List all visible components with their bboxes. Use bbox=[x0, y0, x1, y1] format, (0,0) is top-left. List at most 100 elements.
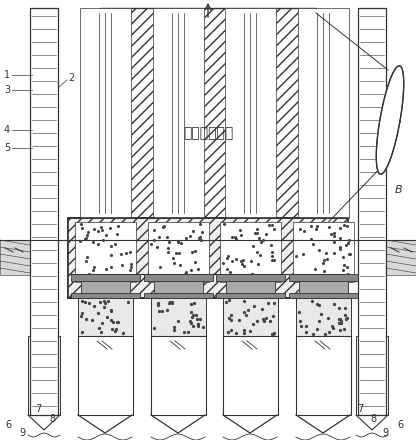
Point bbox=[271, 330, 277, 337]
Point bbox=[182, 235, 189, 242]
Point bbox=[196, 234, 202, 241]
Point bbox=[171, 326, 178, 334]
Bar bbox=[78, 336, 133, 415]
Bar bbox=[0, 240, 30, 275]
Point bbox=[226, 297, 233, 304]
Point bbox=[79, 225, 86, 232]
Point bbox=[182, 269, 189, 276]
Text: 4: 4 bbox=[4, 125, 10, 135]
Point bbox=[193, 316, 200, 323]
Point bbox=[346, 237, 352, 244]
Bar bbox=[289, 293, 358, 298]
Point bbox=[199, 323, 206, 330]
Point bbox=[268, 241, 275, 248]
Point bbox=[344, 270, 351, 277]
Point bbox=[248, 257, 254, 264]
Point bbox=[190, 322, 197, 329]
Point bbox=[265, 221, 272, 228]
Point bbox=[159, 224, 166, 231]
Point bbox=[340, 222, 347, 229]
Point bbox=[192, 258, 198, 265]
Point bbox=[229, 258, 236, 265]
Point bbox=[255, 234, 262, 241]
Point bbox=[269, 222, 275, 229]
Bar bbox=[358, 8, 386, 415]
Point bbox=[312, 226, 319, 233]
Point bbox=[150, 227, 157, 234]
Bar bbox=[148, 222, 209, 282]
Bar bbox=[296, 336, 351, 415]
Point bbox=[197, 234, 203, 241]
Point bbox=[187, 308, 194, 315]
Point bbox=[98, 223, 104, 230]
Point bbox=[79, 329, 86, 336]
Point bbox=[331, 233, 337, 240]
Point bbox=[240, 327, 247, 334]
Point bbox=[182, 276, 189, 283]
Point bbox=[169, 299, 176, 306]
Bar bbox=[68, 218, 348, 298]
Point bbox=[191, 300, 198, 307]
Point bbox=[260, 318, 267, 325]
Point bbox=[82, 236, 88, 243]
Point bbox=[343, 275, 349, 282]
Point bbox=[228, 312, 234, 319]
Point bbox=[79, 297, 86, 304]
Point bbox=[107, 251, 114, 258]
Point bbox=[315, 301, 322, 308]
Point bbox=[82, 235, 89, 242]
Point bbox=[84, 272, 91, 279]
Point bbox=[331, 249, 337, 257]
Point bbox=[345, 239, 352, 246]
Text: 8: 8 bbox=[370, 414, 376, 424]
Point bbox=[331, 301, 338, 308]
Point bbox=[336, 235, 343, 242]
Point bbox=[107, 225, 114, 232]
Point bbox=[320, 260, 327, 267]
Point bbox=[338, 318, 344, 325]
Point bbox=[170, 255, 176, 262]
Point bbox=[104, 314, 111, 321]
Bar bbox=[30, 8, 58, 415]
Point bbox=[98, 328, 104, 335]
Point bbox=[338, 319, 344, 326]
Point bbox=[312, 265, 319, 272]
Point bbox=[333, 275, 340, 282]
Point bbox=[227, 316, 234, 323]
Point bbox=[344, 314, 351, 321]
Point bbox=[245, 306, 252, 313]
Point bbox=[302, 323, 309, 330]
Bar bbox=[293, 222, 354, 282]
Point bbox=[165, 238, 172, 246]
Point bbox=[127, 248, 134, 255]
Point bbox=[157, 263, 164, 270]
Point bbox=[343, 242, 349, 249]
Point bbox=[186, 318, 193, 325]
Point bbox=[187, 319, 194, 326]
Point bbox=[156, 234, 162, 241]
Point bbox=[254, 230, 261, 237]
Point bbox=[178, 239, 185, 246]
Point bbox=[187, 301, 194, 308]
Point bbox=[240, 298, 247, 305]
Point bbox=[232, 256, 239, 263]
Text: 预制承台墓身: 预制承台墓身 bbox=[183, 126, 233, 140]
Bar bbox=[298, 8, 349, 218]
Point bbox=[181, 271, 188, 278]
Point bbox=[259, 306, 266, 313]
Text: 6: 6 bbox=[397, 420, 403, 430]
Point bbox=[122, 249, 129, 257]
Point bbox=[181, 329, 188, 336]
Point bbox=[222, 298, 229, 305]
Bar bbox=[80, 8, 131, 218]
Point bbox=[107, 307, 114, 314]
Point bbox=[308, 236, 315, 243]
Point bbox=[308, 297, 315, 304]
Point bbox=[76, 276, 83, 283]
Point bbox=[154, 299, 161, 306]
Point bbox=[85, 300, 92, 307]
Point bbox=[296, 308, 303, 315]
Point bbox=[166, 299, 172, 306]
Point bbox=[163, 271, 170, 279]
Point bbox=[91, 302, 97, 309]
